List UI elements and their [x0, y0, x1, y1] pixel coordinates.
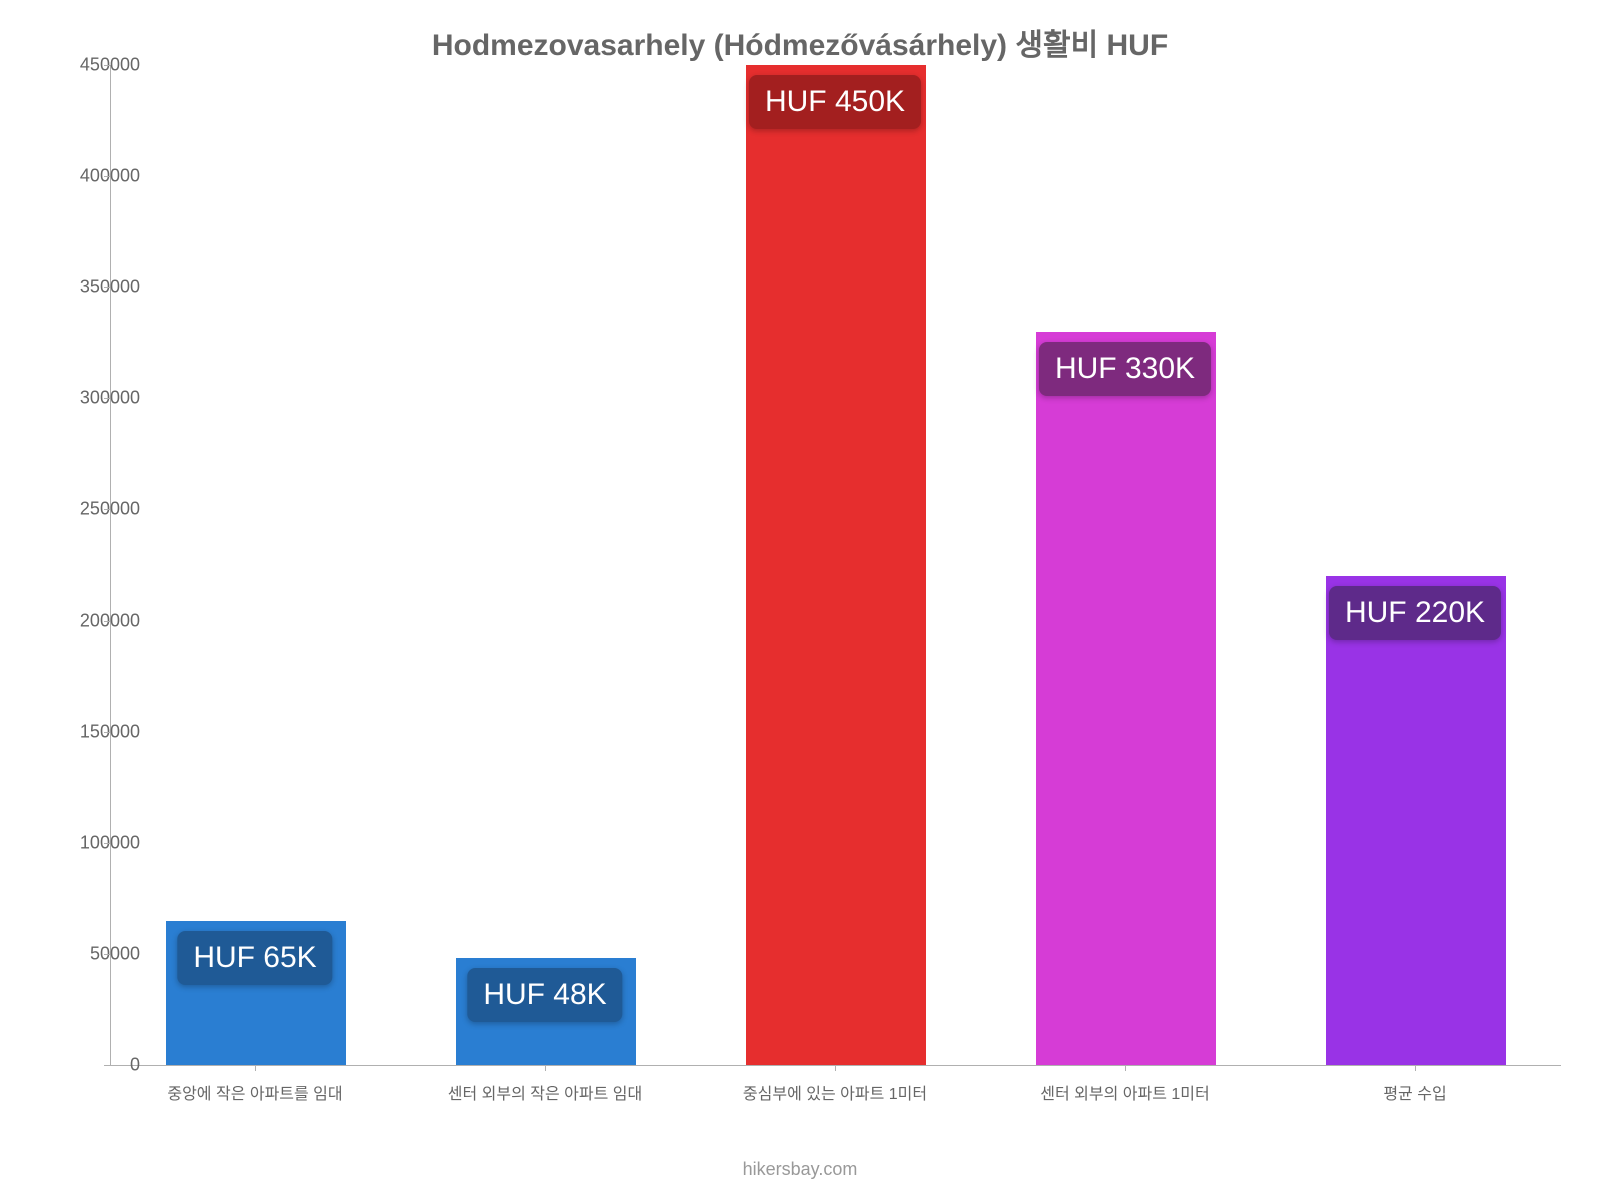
y-axis-tick-label: 350000 [60, 277, 140, 298]
chart-title: Hodmezovasarhely (Hódmezővásárhely) 생활비 … [0, 20, 1600, 64]
x-axis-tick-label: 중앙에 작은 아파트를 임대 [167, 1080, 342, 1104]
y-axis-tick-mark [104, 176, 110, 177]
bar [746, 65, 926, 1065]
x-axis-tick-mark [835, 1065, 836, 1071]
y-axis-tick-mark [104, 287, 110, 288]
x-axis-tick-mark [1125, 1065, 1126, 1071]
y-axis-tick-mark [104, 732, 110, 733]
chart-container: Hodmezovasarhely (Hódmezővásárhely) 생활비 … [0, 0, 1600, 1200]
y-axis-tick-mark [104, 621, 110, 622]
value-badge: HUF 48K [467, 968, 622, 1022]
attribution-text: hikersbay.com [0, 1159, 1600, 1180]
value-badge: HUF 220K [1329, 586, 1501, 640]
bar [1036, 332, 1216, 1065]
bar [1326, 576, 1506, 1065]
y-axis-tick-label: 250000 [60, 499, 140, 520]
y-axis-tick-label: 150000 [60, 721, 140, 742]
y-axis-tick-mark [104, 1065, 110, 1066]
value-badge: HUF 330K [1039, 342, 1211, 396]
y-axis-tick-label: 450000 [60, 55, 140, 76]
y-axis-tick-label: 300000 [60, 388, 140, 409]
x-axis-tick-mark [545, 1065, 546, 1071]
x-axis-tick-mark [255, 1065, 256, 1071]
y-axis-tick-mark [104, 954, 110, 955]
x-axis-tick-label: 센터 외부의 아파트 1미터 [1040, 1080, 1209, 1104]
x-axis-tick-mark [1415, 1065, 1416, 1071]
x-axis-tick-label: 중심부에 있는 아파트 1미터 [743, 1080, 927, 1104]
x-axis-tick-label: 센터 외부의 작은 아파트 임대 [448, 1080, 642, 1104]
y-axis-tick-label: 50000 [60, 943, 140, 964]
y-axis-tick-label: 0 [60, 1055, 140, 1076]
x-axis-tick-label: 평균 수입 [1383, 1080, 1446, 1104]
y-axis-tick-mark [104, 843, 110, 844]
plot-area [110, 65, 1561, 1066]
y-axis-tick-mark [104, 509, 110, 510]
value-badge: HUF 65K [177, 931, 332, 985]
y-axis-tick-mark [104, 398, 110, 399]
value-badge: HUF 450K [749, 75, 921, 129]
y-axis-tick-label: 100000 [60, 832, 140, 853]
y-axis-tick-mark [104, 65, 110, 66]
y-axis-tick-label: 400000 [60, 166, 140, 187]
y-axis-tick-label: 200000 [60, 610, 140, 631]
